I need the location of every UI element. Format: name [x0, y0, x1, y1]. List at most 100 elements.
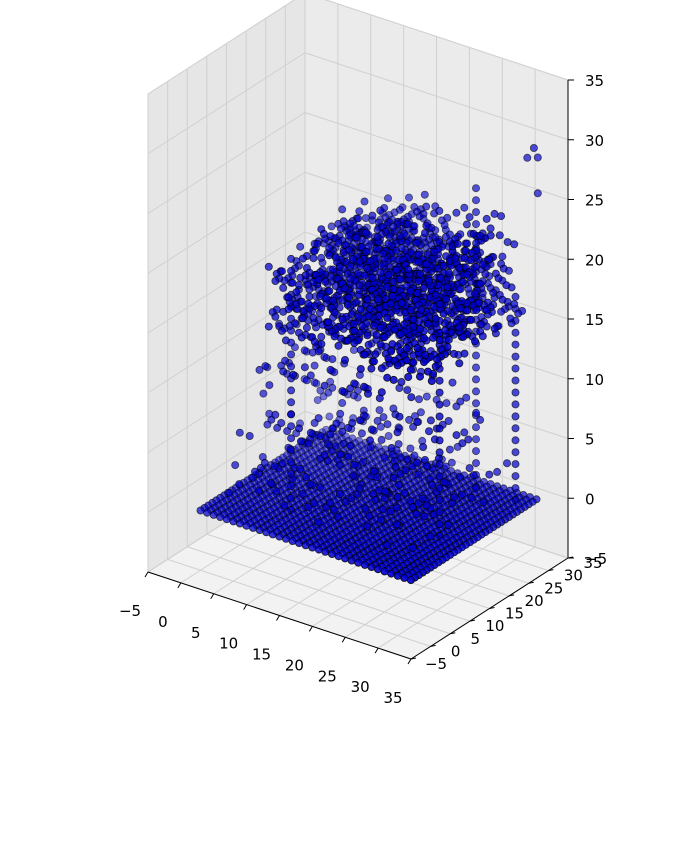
scatter-point	[392, 503, 401, 512]
scatter-point	[424, 427, 433, 436]
scatter-point	[336, 409, 345, 418]
scatter-point	[360, 350, 369, 359]
scatter-point	[343, 300, 352, 309]
x-tick	[177, 582, 182, 589]
scatter-point	[415, 324, 424, 333]
grid-line	[147, 52, 306, 155]
scatter-point	[467, 493, 476, 502]
scatter-point	[361, 504, 370, 513]
scatter-point	[463, 270, 472, 279]
scatter-point	[363, 331, 372, 340]
y-tick-label: −5	[425, 655, 447, 673]
scatter-point	[435, 436, 444, 445]
scatter-point	[410, 222, 419, 231]
scatter-point	[350, 326, 359, 335]
scatter-point	[287, 254, 296, 263]
scatter-point	[393, 428, 402, 437]
scatter-point	[422, 501, 431, 510]
scatter-point	[436, 273, 445, 282]
scatter-point	[376, 268, 385, 277]
scatter-point	[338, 398, 347, 407]
scatter-point	[261, 362, 270, 371]
scatter-point	[435, 496, 444, 505]
scatter-point	[369, 467, 378, 476]
z-tick-label: 5	[585, 431, 595, 449]
scatter-point	[447, 458, 456, 467]
scatter-point	[384, 239, 393, 248]
scatter-point	[365, 511, 374, 520]
scatter-point	[481, 269, 490, 278]
scatter-point	[259, 389, 268, 398]
scatter-point	[440, 221, 449, 230]
scatter-point	[511, 460, 520, 469]
scatter-point	[409, 315, 418, 324]
scatter-point	[471, 184, 480, 193]
scatter-point	[363, 264, 372, 273]
scatter-point	[511, 412, 520, 421]
scatter-point	[364, 312, 373, 321]
scatter-point	[340, 355, 349, 364]
scatter-point	[365, 436, 374, 445]
scatter-point	[196, 506, 205, 515]
scatter-point	[451, 254, 460, 263]
scatter-point	[281, 534, 290, 543]
scatter-point	[363, 522, 372, 531]
scatter-point	[394, 480, 403, 489]
scatter-point	[340, 284, 349, 293]
scatter-point	[511, 352, 520, 361]
scatter-point	[281, 356, 290, 365]
y-tick	[509, 594, 515, 597]
scatter-point	[381, 487, 390, 496]
grid-line	[147, 171, 306, 274]
scatter-point	[410, 451, 419, 460]
scatter-point	[497, 307, 506, 316]
scatter-point	[368, 211, 377, 220]
scatter-point	[309, 313, 318, 322]
scatter-point	[414, 470, 423, 479]
scatter-point	[389, 473, 398, 482]
scatter-point	[409, 322, 418, 331]
x-tick	[276, 615, 280, 621]
scatter-point	[287, 362, 296, 371]
scatter-point	[406, 576, 415, 585]
scatter-point	[354, 558, 363, 567]
scatter-point	[279, 367, 288, 376]
scatter-point	[414, 395, 423, 404]
scatter-point	[310, 361, 319, 370]
scatter-point	[264, 262, 273, 271]
scatter-point	[460, 253, 469, 262]
scatter-point	[249, 523, 258, 532]
scatter-point	[310, 246, 319, 255]
scatter-point	[313, 239, 322, 248]
scatter-point	[464, 284, 473, 293]
scatter-point	[373, 416, 382, 425]
scatter-point	[511, 340, 520, 349]
scatter-point	[409, 358, 418, 367]
scatter-point	[350, 319, 359, 328]
scatter-point	[511, 484, 520, 493]
scatter-point	[375, 406, 384, 415]
scatter-point	[408, 543, 417, 552]
scatter-point	[287, 469, 296, 478]
z-tick-label: −5	[585, 550, 607, 568]
scatter-point	[489, 288, 498, 297]
scatter-point	[339, 439, 348, 448]
scatter-point	[435, 400, 444, 409]
scatter-point	[403, 455, 412, 464]
scatter-point	[310, 301, 319, 310]
scatter-point	[442, 295, 451, 304]
scatter-point	[225, 488, 234, 497]
scatter-point	[289, 370, 298, 379]
scatter-point	[321, 277, 330, 286]
scatter-point	[472, 306, 481, 315]
scatter-point	[455, 323, 464, 332]
scatter-point	[506, 314, 515, 323]
scatter-point	[300, 363, 309, 372]
scatter-point	[471, 363, 480, 372]
scatter-point	[439, 261, 448, 270]
scatter-point	[471, 208, 480, 217]
scatter-point	[338, 387, 347, 396]
scatter-point	[341, 554, 350, 563]
scatter-point	[387, 569, 396, 578]
scatter-point	[305, 292, 314, 301]
